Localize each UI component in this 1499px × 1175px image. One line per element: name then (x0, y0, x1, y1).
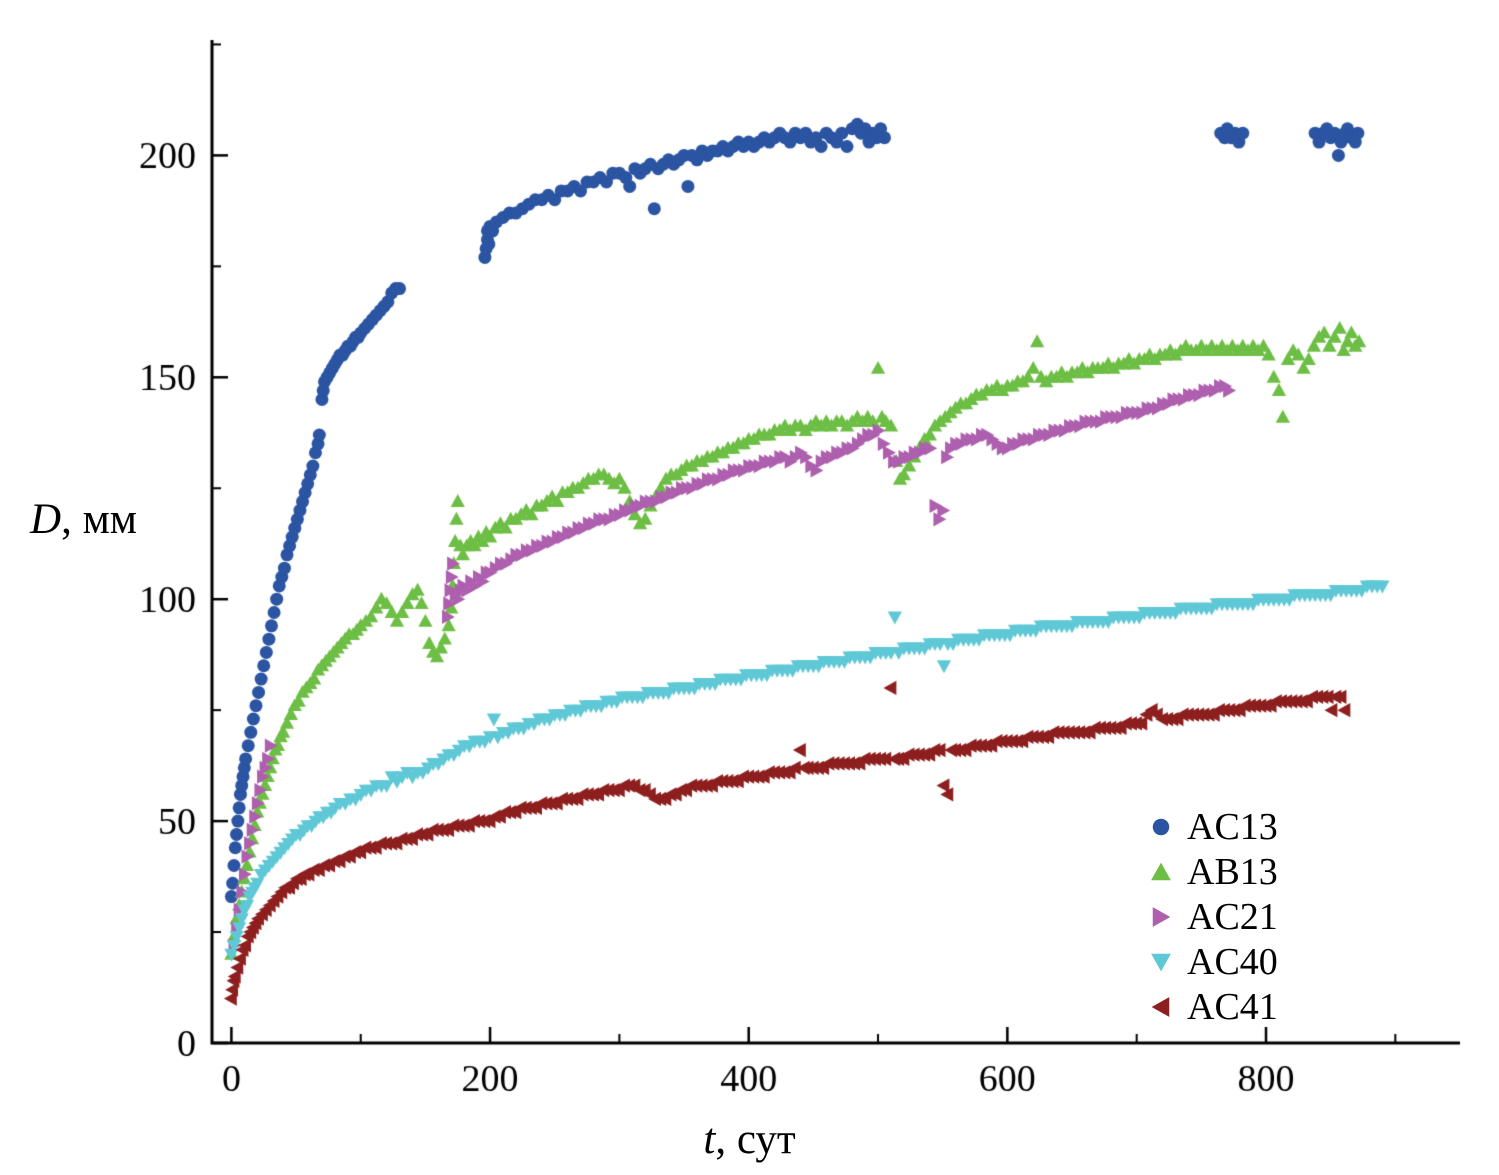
legend: AC13 AB13 AC21 AC40 AC41 (1150, 804, 1278, 1029)
legend-item-AC41: AC41 (1150, 984, 1278, 1029)
x-axis-variable: t (703, 1116, 716, 1163)
y-axis-unit: , мм (61, 496, 137, 543)
legend-item-AC40: AC40 (1150, 939, 1278, 984)
y-axis-variable: D (30, 496, 62, 543)
x-axis-unit: , сут (715, 1116, 796, 1163)
x-axis-label: t, сут (0, 1118, 1499, 1161)
legend-item-AC13: AC13 (1150, 804, 1278, 849)
triangle-down-icon (1150, 951, 1172, 973)
triangle-right-icon (1150, 906, 1172, 928)
triangle-up-icon (1150, 861, 1172, 883)
legend-label: AC41 (1187, 985, 1278, 1028)
circle-icon (1150, 816, 1172, 838)
legend-label: AC40 (1187, 940, 1278, 983)
legend-item-AB13: AB13 (1150, 849, 1278, 894)
legend-item-AC21: AC21 (1150, 894, 1278, 939)
legend-label: AB13 (1187, 850, 1278, 893)
legend-label: AC13 (1187, 805, 1278, 848)
triangle-left-icon (1150, 996, 1172, 1018)
y-axis-label: D, мм (30, 498, 137, 541)
legend-label: AC21 (1187, 895, 1278, 938)
